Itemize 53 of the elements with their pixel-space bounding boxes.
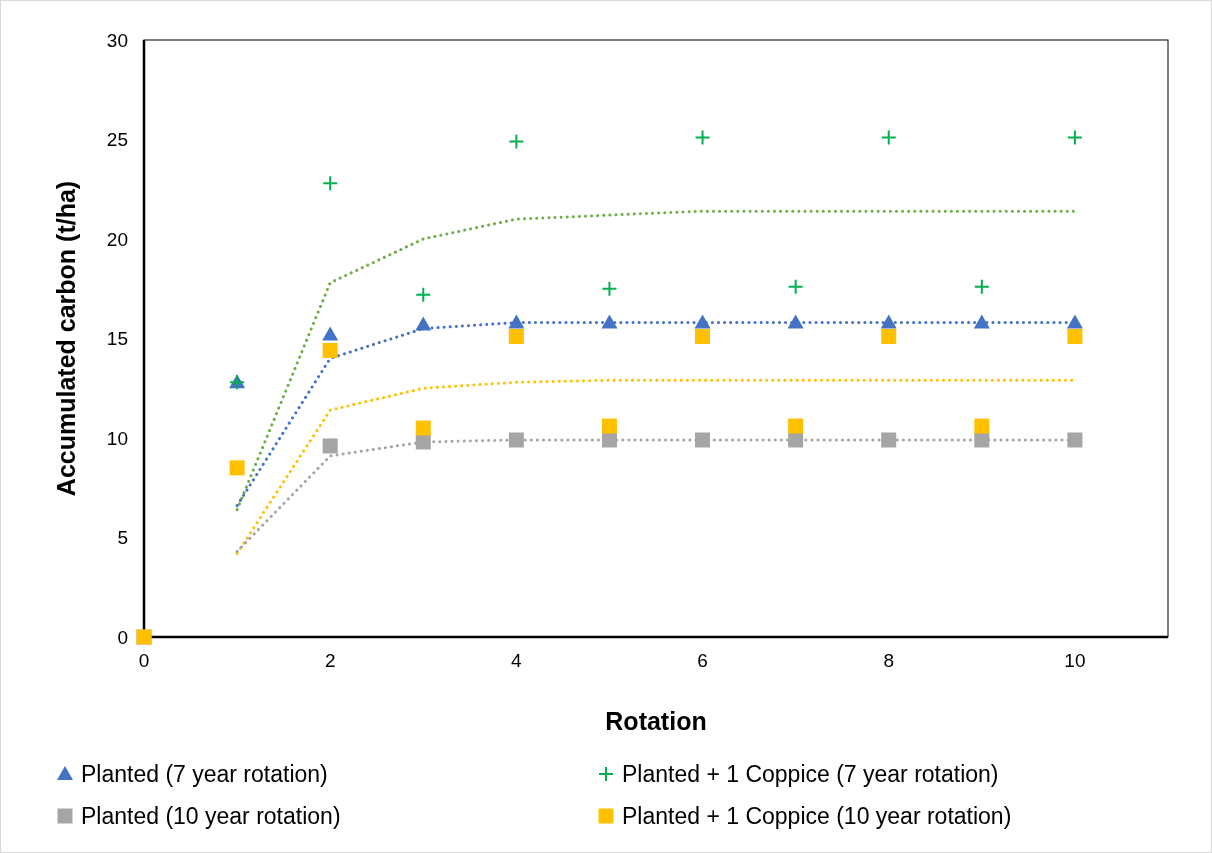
point <box>694 314 711 329</box>
y-tick-label: 30 <box>106 29 128 51</box>
point <box>1067 329 1083 345</box>
point <box>508 329 524 345</box>
point <box>1067 432 1083 448</box>
point <box>415 316 432 331</box>
point <box>974 418 990 434</box>
point <box>322 175 339 192</box>
point <box>508 133 525 150</box>
point <box>881 329 897 345</box>
point <box>973 314 990 329</box>
point <box>694 129 711 146</box>
point <box>695 432 711 448</box>
point <box>601 418 617 434</box>
point <box>880 129 897 146</box>
point <box>880 314 897 329</box>
point <box>881 432 897 448</box>
point <box>322 342 338 358</box>
point <box>601 280 618 297</box>
point <box>601 314 618 329</box>
x-tick-label: 8 <box>883 650 895 671</box>
x-tick-label: 10 <box>1064 650 1086 671</box>
point <box>1066 129 1083 146</box>
legend-label: Planted (10 year rotation) <box>81 803 341 830</box>
y-tick-label: 5 <box>117 527 128 549</box>
point <box>322 438 338 454</box>
line-series <box>235 209 1077 512</box>
x-tick-label: 6 <box>697 650 708 671</box>
legend-label: Planted (7 year rotation) <box>81 761 328 788</box>
point <box>229 460 245 476</box>
legend-label: Planted + 1 Coppice (10 year rotation) <box>622 803 1012 830</box>
y-tick-label: 0 <box>117 626 128 648</box>
point <box>788 418 804 434</box>
point <box>415 420 431 436</box>
y-tick-label: 10 <box>106 427 128 449</box>
x-tick-label: 4 <box>511 650 523 671</box>
point <box>415 286 432 303</box>
x-tick-label: 0 <box>138 650 150 671</box>
legend-label: Planted + 1 Coppice (7 year rotation) <box>622 761 999 788</box>
point <box>973 278 990 295</box>
x-tick-label: 2 <box>324 650 336 671</box>
point <box>787 314 804 329</box>
point <box>1066 314 1083 329</box>
point <box>787 278 804 295</box>
point <box>695 329 711 345</box>
point <box>322 326 339 341</box>
y-tick-label: 15 <box>106 328 128 350</box>
point <box>508 314 525 329</box>
y-tick-label: 20 <box>106 228 128 250</box>
y-tick-label: 25 <box>106 129 128 151</box>
x-axis-title: Rotation <box>605 707 707 735</box>
point <box>508 432 524 448</box>
y-axis-title: Accumulated carbon (t/ha) <box>52 180 80 497</box>
